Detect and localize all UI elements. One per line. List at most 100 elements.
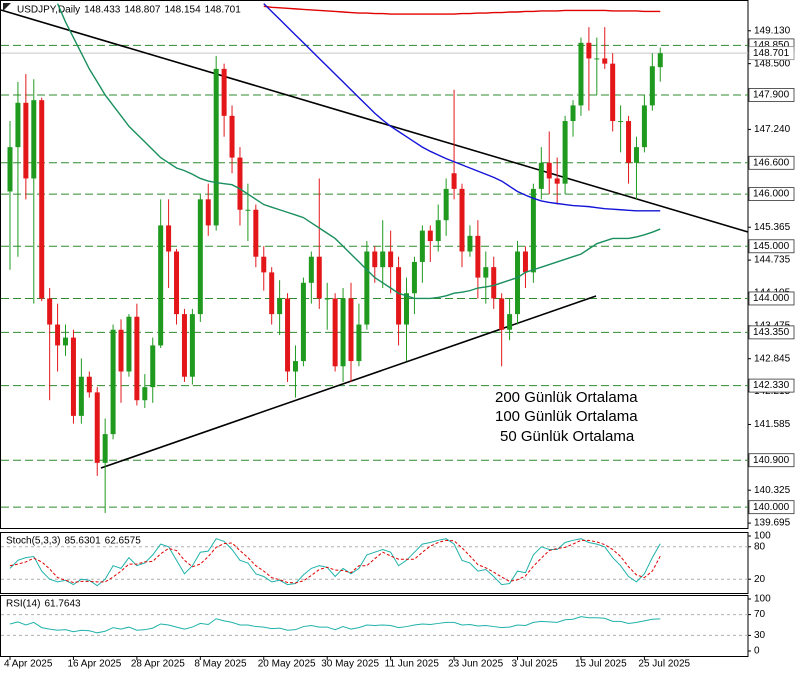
panel-header: 148.154 <box>164 5 201 16</box>
y-tick-label: 30 <box>754 630 766 641</box>
candle-body <box>554 178 560 184</box>
candle-body <box>641 105 647 148</box>
candle-body <box>39 100 45 299</box>
candle-body <box>546 162 552 179</box>
x-tick-label: 4 Apr 2025 <box>4 659 53 670</box>
candle-body <box>285 298 291 372</box>
candle-body <box>380 251 386 268</box>
x-tick-label: 25 Jul 2025 <box>638 659 690 670</box>
legend-entry: 200 Günlük Ortalama <box>495 389 638 406</box>
y-tick-label: 100 <box>754 594 771 605</box>
series-line <box>9 538 661 587</box>
level-label: 142.330 <box>753 380 790 391</box>
candle-body <box>618 121 624 123</box>
candle-body <box>356 324 362 362</box>
candle-body <box>538 162 544 189</box>
y-tick-label: 80 <box>754 541 766 552</box>
candle-body <box>47 298 53 325</box>
candle-body <box>499 298 505 330</box>
main-panel-frame <box>0 0 749 529</box>
level-label: 145.000 <box>753 241 790 252</box>
candle-body <box>626 121 632 163</box>
candle-body <box>411 261 417 294</box>
candle-body <box>31 100 37 179</box>
y-tick-label: 142.845 <box>754 353 791 364</box>
series-line <box>9 539 661 584</box>
y-tick-label: 144.735 <box>754 255 791 266</box>
candle-body <box>522 251 528 273</box>
panel-header: 61.7643 <box>44 599 81 610</box>
level-label: 140.900 <box>753 455 790 466</box>
candle-body <box>657 53 663 68</box>
candle-body <box>78 376 84 416</box>
y-tick-label: 141.585 <box>754 419 791 430</box>
x-tick-label: 3 Jul 2025 <box>512 659 559 670</box>
candle-body <box>340 298 346 367</box>
level-label: 144.000 <box>753 293 790 304</box>
candle-body <box>649 66 655 106</box>
candle-body <box>475 235 481 278</box>
candle-body <box>55 324 61 346</box>
candle-body <box>277 298 283 315</box>
x-tick-label: 15 Jul 2025 <box>575 659 627 670</box>
candle-body <box>562 121 568 184</box>
legend-entry: 50 Günlük Ortalama <box>500 428 635 445</box>
level-label: 140.000 <box>753 502 790 513</box>
last-price-label: 148.701 <box>753 48 790 59</box>
panel-header: RSI(14) <box>6 599 40 610</box>
y-tick-label: 100 <box>754 531 771 542</box>
series-line <box>56 3 661 300</box>
candle-body <box>570 105 576 122</box>
level-label-box <box>748 453 795 468</box>
panel-header: 148.701 <box>205 5 242 16</box>
candle-body <box>142 387 148 401</box>
x-tick-label: 8 May 2025 <box>194 659 247 670</box>
candle-body <box>150 345 156 388</box>
level-label: 146.600 <box>753 157 790 168</box>
rsi-panel-frame <box>0 595 749 657</box>
candle-body <box>63 337 69 346</box>
candle-body <box>404 293 409 325</box>
level-label-box <box>748 88 795 102</box>
level-label: 146.000 <box>753 189 790 200</box>
candle-body <box>530 188 536 273</box>
candle-body <box>372 251 378 268</box>
x-tick-label: 28 Apr 2025 <box>131 659 185 670</box>
candle-body <box>110 329 116 435</box>
candle-body <box>94 392 100 463</box>
y-tick-label: 20 <box>754 574 766 585</box>
candle-body <box>316 256 322 299</box>
candle-body <box>197 199 203 315</box>
candle-body <box>126 316 132 372</box>
symbol-icon <box>3 3 11 11</box>
candle-body <box>427 230 433 242</box>
candle-body <box>435 220 441 242</box>
y-tick-label: 140.325 <box>754 485 791 496</box>
x-tick-label: 23 Jun 2025 <box>448 659 503 670</box>
candle-body <box>443 188 449 221</box>
y-tick-label: 147.240 <box>754 124 791 135</box>
candle-body <box>578 42 584 106</box>
candle-body <box>269 272 275 315</box>
level-label: 147.900 <box>753 90 790 101</box>
panel-header: 62.6575 <box>105 536 142 547</box>
candle-body <box>459 188 465 252</box>
candle-body <box>610 63 616 122</box>
candle-body <box>261 256 267 273</box>
candle-body <box>602 58 608 64</box>
level-label-box <box>748 500 795 515</box>
y-tick-label: 0 <box>754 646 760 657</box>
candle-body <box>213 68 219 226</box>
candle-body <box>189 314 195 377</box>
y-tick-label: 70 <box>754 609 766 620</box>
level-label-box <box>748 187 795 202</box>
candle-body <box>594 58 600 60</box>
candle-body <box>86 376 92 393</box>
x-tick-label: 16 Apr 2025 <box>67 659 121 670</box>
candle-body <box>491 267 497 299</box>
candle-body <box>300 282 306 362</box>
candle-body <box>515 251 521 315</box>
level-label-box <box>748 325 795 340</box>
series-line <box>9 616 661 634</box>
